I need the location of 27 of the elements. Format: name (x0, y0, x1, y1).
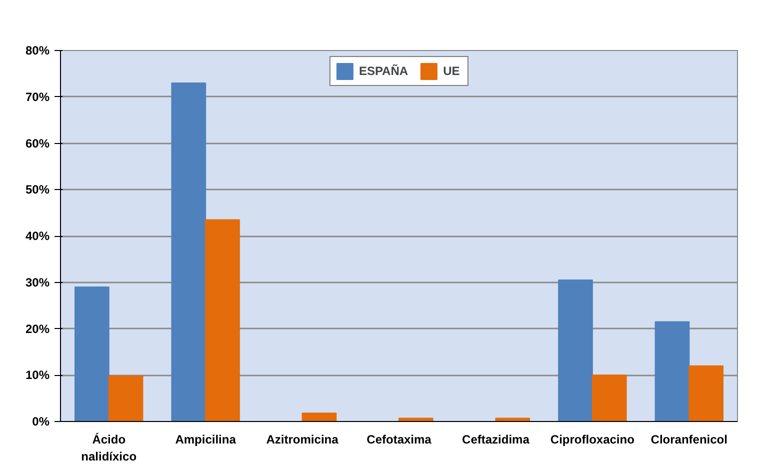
y-tick-label: 30% (25, 275, 50, 290)
y-tick-label: 40% (25, 229, 50, 243)
x-tick-label: Cloranfenicol (650, 432, 728, 446)
legend-label: ESPAÑA (358, 64, 408, 78)
x-tick-label: Ácido nalidíxico (81, 432, 137, 464)
y-tick-label: 80% (25, 44, 50, 58)
bar (654, 321, 690, 422)
y-tick-label: 20% (25, 322, 50, 336)
x-tick-label: Cefotaxima (366, 432, 432, 446)
y-tick-label: 50% (25, 182, 50, 197)
x-tick-label: Ciprofloxacino (550, 432, 634, 446)
x-tick-label: Azitromicina (266, 432, 339, 446)
x-tick-label: Ceftazidima (462, 432, 530, 446)
bar (171, 82, 206, 422)
y-tick-label: 10% (25, 368, 50, 382)
y-tick-label: 70% (25, 90, 50, 104)
bar (688, 365, 724, 422)
y-tick-label: 0% (32, 414, 50, 428)
bar (74, 286, 110, 422)
bar (558, 280, 593, 422)
y-tick-label: 60% (25, 136, 50, 150)
bar (205, 219, 240, 422)
bar (108, 376, 144, 422)
bar (302, 412, 337, 422)
legend-label: UE (443, 64, 461, 78)
bar (592, 374, 627, 422)
x-tick-label: Ampicilina (175, 432, 236, 446)
